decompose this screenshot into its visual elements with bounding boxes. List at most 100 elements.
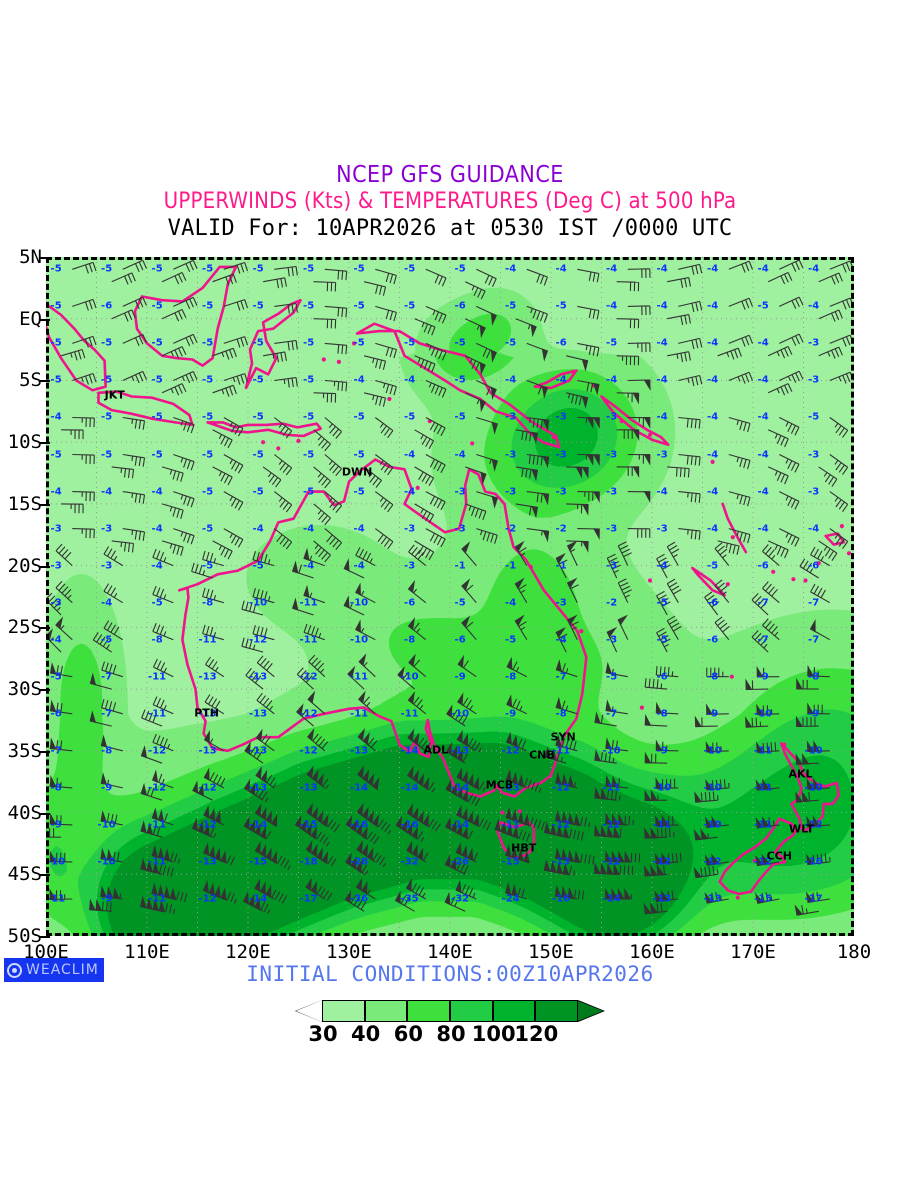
temperature-label: -6 <box>556 338 567 349</box>
temperature-label: -10 <box>704 745 722 756</box>
colorbar-label: 120 <box>514 1022 558 1046</box>
temperature-label: -7 <box>101 708 112 719</box>
y-axis-tick-label: 20S <box>8 555 42 577</box>
temperature-label: -10 <box>754 708 772 719</box>
temperature-label: -10 <box>47 856 65 867</box>
temperature-label: -5 <box>455 597 466 608</box>
temperature-label: -6 <box>657 671 668 682</box>
temperature-label: -5 <box>253 301 264 312</box>
temperature-label: -5 <box>202 412 213 423</box>
temperature-label: -4 <box>657 375 668 386</box>
temperature-label: -12 <box>300 671 318 682</box>
temperature-label: -8 <box>808 671 819 682</box>
temperature-label: -5 <box>253 486 264 497</box>
colorbar-segment[interactable] <box>365 1000 408 1022</box>
temperature-label: -5 <box>202 301 213 312</box>
y-axis-tick <box>40 689 50 691</box>
temperature-label: -4 <box>51 486 62 497</box>
temperature-label: -3 <box>808 338 819 349</box>
y-axis-tick <box>40 319 50 321</box>
weather-chart-page: NCEP GFS GUIDANCE UPPERWINDS (Kts) & TEM… <box>0 0 900 1200</box>
temperature-label: -5 <box>202 486 213 497</box>
temperature-label: -5 <box>404 412 415 423</box>
temperature-label: -13 <box>653 893 671 904</box>
title-line-variable: UPPERWINDS (Kts) & TEMPERATURES (Deg C) … <box>0 188 900 215</box>
temperature-label: -8 <box>657 708 668 719</box>
colorbar-segment[interactable] <box>450 1000 493 1022</box>
temperature-label: -3 <box>505 449 516 460</box>
temperature-label: -8 <box>505 671 516 682</box>
windspeed-colorbar[interactable] <box>322 1000 578 1022</box>
map-plot-area[interactable]: -5 -5 -5 -5 -5 -5 -5 -5 -5 -4 -4 -4 -4 -4 -4 -4 -5 -6 -5 -5… <box>46 257 854 936</box>
temperature-label: -4 <box>556 634 567 645</box>
temperature-label: -7 <box>808 597 819 608</box>
city-label-cnb: CNB <box>529 748 555 761</box>
temperature-label: -3 <box>101 523 112 534</box>
temperature-label: -6 <box>51 708 62 719</box>
temperature-label: -5 <box>202 338 213 349</box>
y-axis-tick <box>40 813 50 815</box>
temperature-label: -12 <box>653 856 671 867</box>
temperature-label: -14 <box>603 893 621 904</box>
temperature-label: -4 <box>758 486 769 497</box>
temperature-label: -4 <box>707 412 718 423</box>
temperature-label: -5 <box>303 486 314 497</box>
temperature-label: -5 <box>202 560 213 571</box>
temperature-label: -4 <box>556 375 567 386</box>
colorbar-segment[interactable] <box>493 1000 536 1022</box>
temperature-label: -4 <box>404 375 415 386</box>
temperature-label: -15 <box>249 856 267 867</box>
temperature-label: -4 <box>758 264 769 275</box>
temperature-label: -5 <box>152 449 163 460</box>
temperature-label: -4 <box>505 264 516 275</box>
temperature-label: -5 <box>152 264 163 275</box>
temperature-label: -11 <box>148 671 166 682</box>
colorbar-segment[interactable] <box>407 1000 450 1022</box>
temperature-label: -4 <box>354 523 365 534</box>
y-axis-tick <box>40 257 50 259</box>
temperature-label: -5 <box>253 264 264 275</box>
temperature-label: -5 <box>101 264 112 275</box>
temperature-label: -16 <box>805 856 823 867</box>
temperature-label: -4 <box>707 449 718 460</box>
temperature-label: -24 <box>502 893 520 904</box>
temperature-label: -4 <box>707 301 718 312</box>
temperature-label: -16 <box>350 819 368 830</box>
temperature-label: -11 <box>502 819 520 830</box>
temperature-label: -11 <box>148 708 166 719</box>
temperature-label: -4 <box>354 560 365 571</box>
temperature-label: -2 <box>556 523 567 534</box>
temperature-label: -14 <box>249 893 267 904</box>
temperature-label: -13 <box>249 782 267 793</box>
temperature-label: -3 <box>808 486 819 497</box>
colorbar-label: 40 <box>351 1022 380 1046</box>
temperature-label: -3 <box>808 375 819 386</box>
temperature-label: -3 <box>51 560 62 571</box>
temperature-label: -13 <box>199 671 217 682</box>
temperature-label: -3 <box>505 486 516 497</box>
temperature-label: -3 <box>51 597 62 608</box>
temperature-label: -11 <box>148 856 166 867</box>
temperature-label: -5 <box>303 338 314 349</box>
temperature-label: -9 <box>51 819 62 830</box>
y-axis-tick-label: EQ <box>19 308 42 330</box>
temperature-label: -6 <box>404 597 415 608</box>
y-axis-tick <box>40 442 50 444</box>
temperature-label: -5 <box>354 301 365 312</box>
temperature-label: -11 <box>148 819 166 830</box>
temperature-label: -9 <box>455 671 466 682</box>
temperature-label: -4 <box>707 523 718 534</box>
temperature-label: -13 <box>350 745 368 756</box>
colorbar-segment[interactable] <box>535 1000 578 1022</box>
temperature-label: -4 <box>606 375 617 386</box>
x-axis-tick-label: 160E <box>629 941 675 963</box>
temperature-label: -5 <box>606 671 617 682</box>
temperature-label: -7 <box>758 597 769 608</box>
temperature-label: -10 <box>451 708 469 719</box>
colorbar-segment[interactable] <box>322 1000 365 1022</box>
y-axis-tick <box>40 936 50 938</box>
temperature-label: -4 <box>657 301 668 312</box>
temperature-label: -5 <box>354 486 365 497</box>
temperature-label: -3 <box>455 523 466 534</box>
temperature-label: -14 <box>451 819 469 830</box>
